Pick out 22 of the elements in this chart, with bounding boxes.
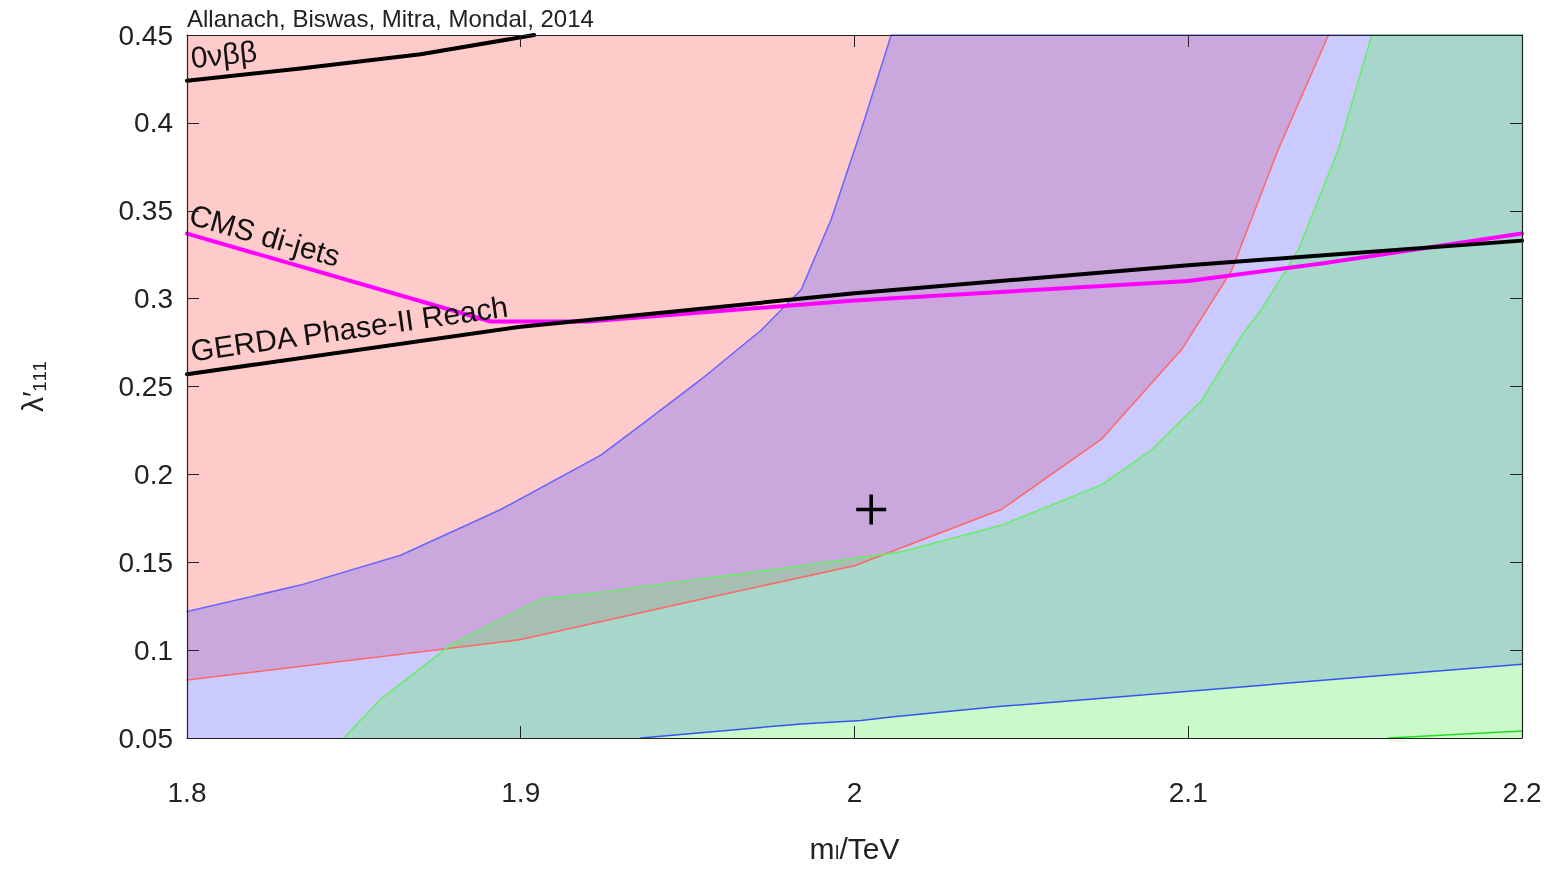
x-tick-label: 2.1 bbox=[1168, 776, 1208, 808]
y-tick-label: 0.2 bbox=[134, 458, 173, 490]
y-tick-label: 0.3 bbox=[134, 283, 173, 315]
x-tick-label: 1.8 bbox=[167, 776, 207, 808]
x-tick-label: 2 bbox=[846, 776, 863, 808]
y-tick-label: 0.1 bbox=[134, 634, 173, 666]
x-tick-label: 1.9 bbox=[501, 776, 541, 808]
text: Allanach, Biswas, Mitra, Mondal, 2014 bbox=[187, 4, 594, 32]
line-series bbox=[640, 663, 1523, 739]
x-axis-title: mₗ/TeV bbox=[809, 831, 900, 865]
text: CMS di-jets bbox=[185, 197, 344, 273]
line-series bbox=[185, 33, 537, 83]
y-tick-label: 0.25 bbox=[118, 371, 173, 402]
y-axis-title: λ′₁₁₁ bbox=[15, 361, 49, 412]
y-tick-label: 0.35 bbox=[118, 195, 173, 227]
x-tick-label: 2.2 bbox=[1502, 776, 1542, 808]
text: GERDA Phase-II Reach bbox=[188, 289, 510, 368]
y-tick-label: 0.4 bbox=[134, 107, 173, 139]
text: 0νββ bbox=[189, 34, 259, 75]
y-tick-label: 0.05 bbox=[118, 722, 173, 754]
y-tick-label: 0.15 bbox=[118, 546, 173, 578]
y-tick-label: 0.45 bbox=[118, 19, 173, 51]
